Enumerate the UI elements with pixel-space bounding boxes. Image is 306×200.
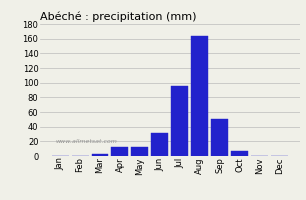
Bar (171, 86, 188, 156)
Bar (151, 133, 168, 156)
Bar (211, 119, 228, 156)
Text: www.allmetsat.com: www.allmetsat.com (55, 139, 117, 144)
Text: Abéché : precipitation (mm): Abéché : precipitation (mm) (40, 11, 196, 22)
Bar (191, 36, 208, 156)
Bar (111, 147, 129, 156)
Bar (91, 154, 108, 156)
Bar (131, 147, 148, 156)
Bar (231, 151, 248, 156)
